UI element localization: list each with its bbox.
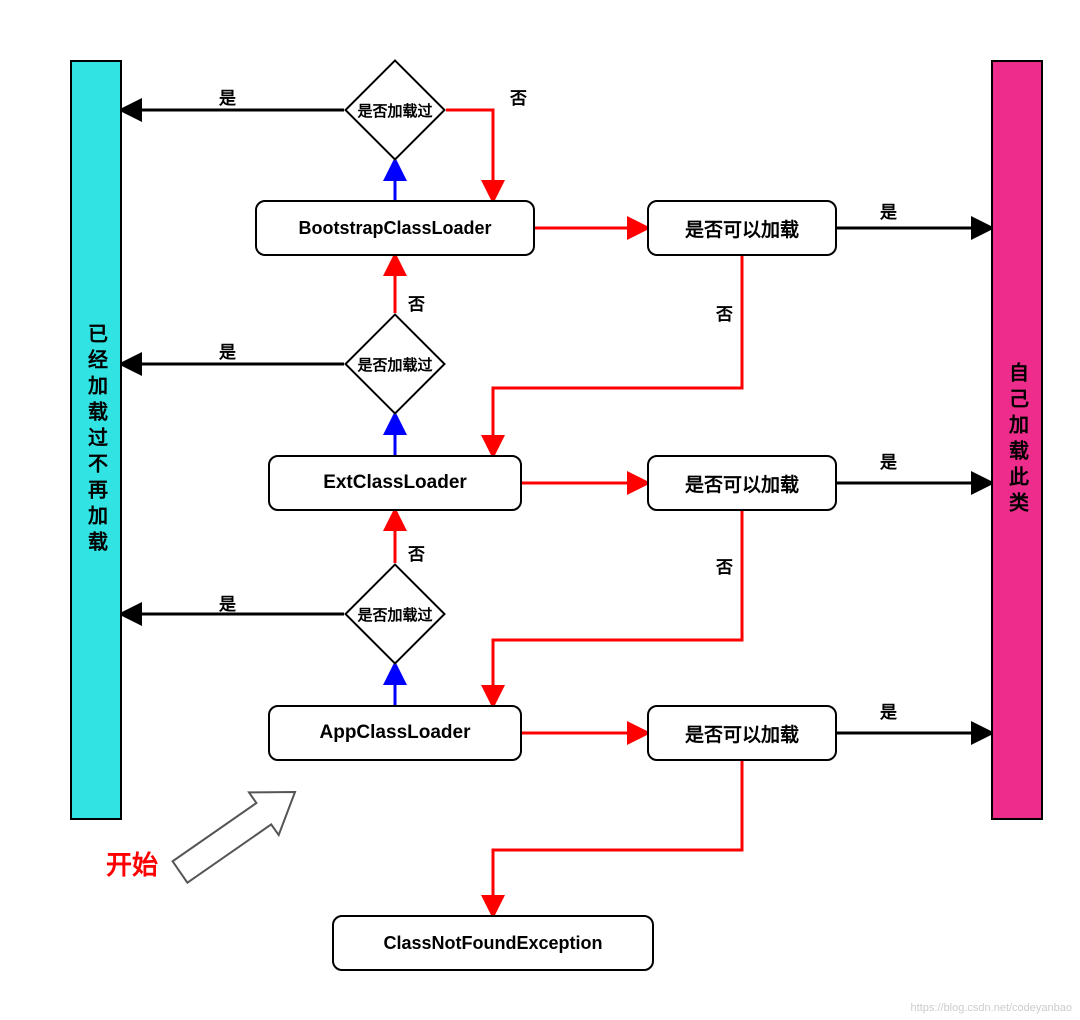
diagram-canvas: 已经加载过不再加载 自己加载此类 是否加载过 是否加载过 是否加载过 Boots… bbox=[0, 0, 1080, 1020]
label-no-1: 否 bbox=[510, 84, 527, 109]
right-bar-text: 自己加载此类 bbox=[1003, 362, 1032, 518]
right-bar: 自己加载此类 bbox=[991, 60, 1043, 820]
label-yes-1: 是 bbox=[219, 84, 236, 109]
node-classnotfoundexception: ClassNotFoundException bbox=[332, 915, 654, 971]
edges-layer bbox=[0, 0, 1080, 1020]
diamond-loaded-2: 是否加载过 bbox=[344, 313, 446, 415]
node-can-load-2: 是否可以加载 bbox=[647, 455, 837, 511]
node-bootstrap-classloader: BootstrapClassLoader bbox=[255, 200, 535, 256]
label-no-3: 否 bbox=[408, 540, 425, 565]
node-can-load-3: 是否可以加载 bbox=[647, 705, 837, 761]
node-ext-classloader: ExtClassLoader bbox=[268, 455, 522, 511]
node-app-classloader: AppClassLoader bbox=[268, 705, 522, 761]
left-bar-text: 已经加载过不再加载 bbox=[82, 323, 111, 557]
label-no-2: 否 bbox=[408, 290, 425, 315]
label-can1-yes: 是 bbox=[880, 198, 897, 223]
node-can-load-1: 是否可以加载 bbox=[647, 200, 837, 256]
label-can2-yes: 是 bbox=[880, 448, 897, 473]
left-bar: 已经加载过不再加载 bbox=[70, 60, 122, 820]
diamond-loaded-3: 是否加载过 bbox=[344, 563, 446, 665]
diamond-loaded-1: 是否加载过 bbox=[344, 59, 446, 161]
label-yes-2: 是 bbox=[219, 338, 236, 363]
watermark: https://blog.csdn.net/codeyanbao bbox=[911, 1002, 1072, 1014]
label-start: 开始 bbox=[106, 845, 158, 882]
label-yes-3: 是 bbox=[219, 590, 236, 615]
label-can2-no: 否 bbox=[716, 553, 733, 578]
label-can3-yes: 是 bbox=[880, 698, 897, 723]
label-can1-no: 否 bbox=[716, 300, 733, 325]
